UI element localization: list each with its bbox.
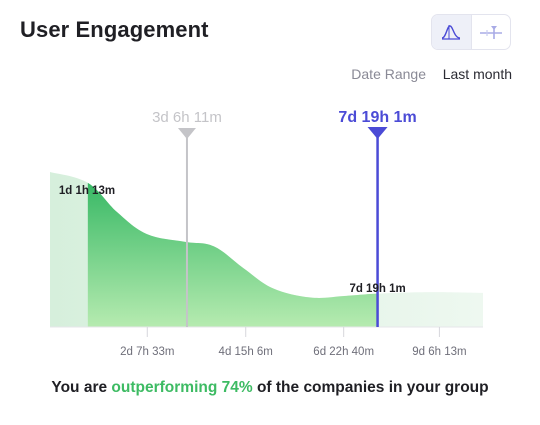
user-marker-label: 7d 19h 1m: [338, 109, 416, 126]
engagement-summary: You are outperforming 74% of the compani…: [0, 379, 540, 397]
engagement-chart: 2d 7h 33m 4d 15h 6m 6d 22h 40m 9d 6h 13m 3d…: [50, 109, 483, 358]
summary-suffix: of the companies in your group: [252, 379, 489, 396]
user-marker-arrow: [367, 127, 388, 139]
x-tick-label: 9d 6h 13m: [412, 346, 466, 358]
x-tick-label: 6d 22h 40m: [313, 346, 374, 358]
summary-highlight: outperforming 74%: [111, 379, 253, 396]
chart-view-toggle[interactable]: [431, 14, 511, 50]
date-range-select[interactable]: Last month: [442, 66, 512, 82]
start-point-label: 1d 1h 13m: [59, 185, 115, 197]
benchmark-marker-arrow: [177, 128, 196, 139]
x-tick-label: 4d 15h 6m: [219, 346, 273, 358]
page-title: User Engagement: [20, 17, 209, 42]
distribution-curve-icon: [442, 25, 461, 40]
date-range-label: Date Range: [351, 66, 426, 82]
distribution-area-highlight: [87, 182, 378, 327]
benchmark-marker-label: 3d 6h 11m: [152, 109, 222, 126]
timeline-view-button[interactable]: [470, 15, 511, 49]
user-point-label: 7d 19h 1m: [349, 283, 405, 295]
summary-prefix: You are: [51, 379, 112, 396]
distribution-view-button[interactable]: [432, 15, 471, 49]
x-tick-label: 2d 7h 33m: [120, 346, 174, 358]
timeline-marker-icon: [479, 26, 502, 39]
